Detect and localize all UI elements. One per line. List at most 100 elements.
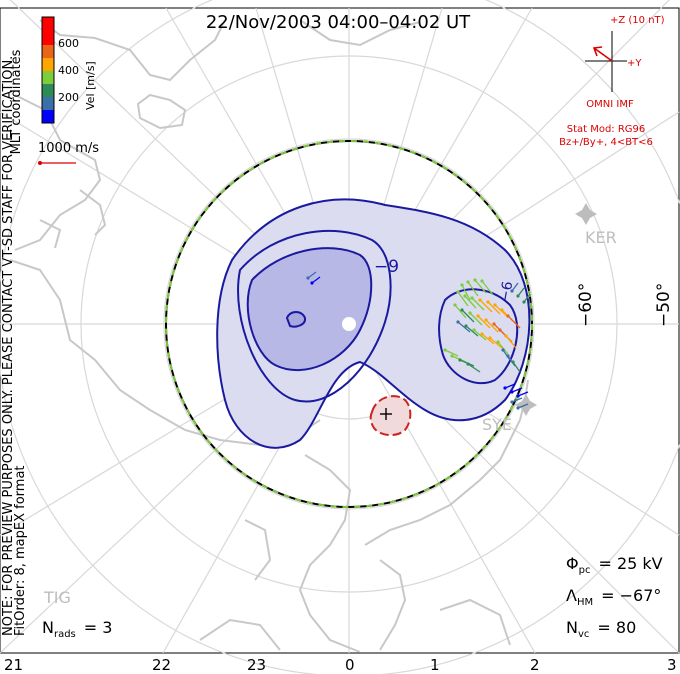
velocity-vector — [444, 349, 459, 357]
velocity-vector — [507, 355, 516, 367]
imf-source: OMNI IMF — [586, 99, 634, 110]
mlt-label-1: 1 — [430, 656, 440, 674]
negative-cell-contour-core — [285, 311, 307, 328]
velocity-vector — [454, 304, 467, 319]
negative-cell-contour-mid — [237, 229, 392, 403]
velocity-vector — [511, 387, 523, 393]
velocity-vector-origin — [501, 348, 505, 352]
velocity-vector-origin — [310, 281, 314, 285]
hm-boundary-latitude: ΛHM = −67° — [566, 586, 661, 608]
velocity-vector — [474, 279, 487, 294]
velocity-vector — [465, 325, 479, 337]
velocity-vector — [512, 361, 521, 373]
velocity-vectors — [306, 271, 531, 410]
velocity-vector — [469, 312, 483, 326]
velocity-vector-origin — [504, 334, 508, 338]
velocity-vector — [473, 329, 487, 341]
velocity-vector — [461, 284, 471, 301]
velocity-vector — [504, 383, 516, 389]
velocity-vector-origin — [460, 283, 464, 287]
colorbar-tick-200: 200 — [58, 91, 79, 104]
preview-note: NOTE: FOR PREVIEW PURPOSES ONLY. PLEASE … — [1, 56, 16, 636]
velocity-vector-origin — [468, 311, 472, 315]
velocity-vector — [307, 271, 317, 279]
mlt-label-2: 2 — [530, 656, 540, 674]
velocity-vector-origin — [510, 400, 514, 404]
fit-order-note: FitOrder: 8, mapEX format — [13, 465, 28, 636]
velocity-vector-origin — [493, 303, 497, 307]
velocity-vector-origin — [492, 322, 496, 326]
velocity-vector — [467, 281, 479, 297]
velocity-vector — [467, 363, 481, 373]
dawn-cell-contour — [438, 288, 519, 385]
velocity-vector-origin — [480, 279, 484, 283]
plot-frame — [0, 7, 680, 654]
velocity-vector — [507, 315, 521, 329]
velocity-vector — [489, 337, 503, 349]
stat-model-line2: Bz+/By+, 4<BT<6 — [559, 137, 653, 148]
velocity-vector-origin — [443, 348, 447, 352]
velocity-vector — [464, 295, 477, 309]
velocity-vector-origin — [466, 280, 470, 284]
velocity-vector-origin — [516, 406, 520, 410]
velocity-vector — [471, 297, 485, 311]
velocity-vector-origin — [458, 358, 462, 362]
imf-vector-arrow-icon — [592, 46, 613, 62]
velocity-vector — [457, 291, 469, 307]
velocity-vector-origin — [484, 318, 488, 322]
velocity-vector-origin — [460, 308, 464, 312]
mlt-label-3: 3 — [667, 656, 677, 674]
velocity-vector — [477, 315, 491, 329]
velocity-vector-origin — [450, 354, 454, 358]
heppner-maynard-boundary — [165, 140, 533, 508]
scale-vector-label: 1000 m/s — [38, 141, 99, 156]
velocity-vector — [502, 349, 511, 361]
mlt-label-21: 21 — [4, 656, 23, 674]
velocity-vector — [311, 276, 321, 284]
velocity-vector-origin — [478, 298, 482, 302]
mlt-label-0: 0 — [345, 656, 355, 674]
contour-label-minus9: −9 — [374, 257, 399, 277]
latitude-label-50: −50° — [654, 283, 674, 327]
velocity-vector-origin — [503, 386, 507, 390]
latitude-label-60: −60° — [576, 283, 596, 327]
velocity-vector-origin — [480, 332, 484, 336]
imf-y-label: +Y — [627, 58, 642, 69]
positive-cell-contour — [369, 395, 412, 436]
velocity-vector-origin — [516, 294, 520, 298]
page-title: 22/Nov/2003 04:00–04:02 UT — [206, 12, 471, 33]
polar-cap-potential: Φpc = 25 kV — [566, 554, 663, 576]
velocity-vector-origin — [496, 340, 500, 344]
colorbar-tick-400: 400 — [58, 64, 79, 77]
velocity-vector-origin — [464, 324, 468, 328]
velocity-vector — [497, 341, 509, 355]
station-label-tig: TIG — [43, 588, 71, 607]
velocity-vector-origin — [486, 300, 490, 304]
velocity-vector — [517, 403, 529, 409]
colorbar-label: Vel [m/s] — [84, 61, 97, 110]
velocity-vector-origin — [470, 296, 474, 300]
velocity-vector-origin — [476, 314, 480, 318]
potential-max-marker — [380, 408, 392, 420]
velocity-vector-origin — [506, 314, 510, 318]
velocity-vector — [523, 293, 531, 303]
velocity-vector — [517, 287, 525, 297]
velocity-vector-origin — [510, 390, 514, 394]
velocity-vector-origin — [463, 294, 467, 298]
velocity-vector-origin — [456, 320, 460, 324]
velocity-vector — [511, 282, 519, 292]
velocity-vector — [487, 301, 501, 315]
magnetic-pole-marker — [342, 317, 356, 331]
velocity-vector — [481, 333, 495, 345]
velocity-vector-origin — [453, 303, 457, 307]
radar-count: Nrads = 3 — [42, 618, 112, 640]
imf-z-label: +Z (10 nT) — [610, 15, 665, 26]
velocity-vector-origin — [516, 394, 520, 398]
velocity-vector — [485, 319, 499, 333]
vector-count: Nvc = 80 — [566, 618, 636, 640]
negative-cell-inner-fill — [246, 247, 373, 371]
station-label-ker: KER — [585, 228, 617, 247]
velocity-vector — [457, 321, 471, 333]
velocity-vector-origin — [506, 354, 510, 358]
